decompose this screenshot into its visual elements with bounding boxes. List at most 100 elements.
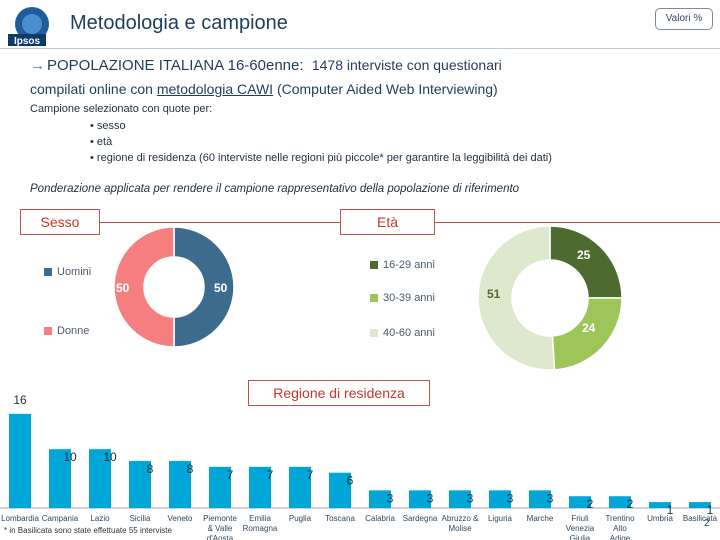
bar-value-label: 3	[507, 491, 514, 505]
category-label: Veneto	[168, 514, 193, 523]
category-label: Abruzzo &	[442, 514, 480, 523]
bar-value-label: 3	[427, 491, 434, 505]
category-label: Romagna	[243, 524, 278, 533]
bar	[649, 502, 671, 508]
category-label: d'Aosta	[207, 534, 234, 540]
category-label: Calabria	[365, 514, 395, 523]
method-line: compilati online con metodologia CAWI (C…	[30, 81, 498, 97]
legend-swatch	[44, 327, 52, 335]
bar	[369, 490, 391, 508]
category-label: Umbria	[647, 514, 673, 523]
bar-value-label: 3	[387, 491, 394, 505]
category-label: Campania	[42, 514, 79, 523]
donut-slice-16-29	[549, 225, 623, 299]
bar	[249, 466, 271, 508]
bar	[409, 490, 431, 508]
bar	[129, 460, 151, 508]
region-bar-chart: 16Lombardia10Campania10Lazio8Sicilia8Ven…	[0, 393, 720, 540]
ipsos-logo: Ipsos	[6, 4, 52, 48]
category-label: Trentino	[605, 514, 635, 523]
bar-value-label: 3	[547, 491, 554, 505]
bar-value-label: 1	[707, 503, 714, 517]
method-suffix: (Computer Aided Web Interviewing)	[276, 81, 498, 97]
bar-value-label: 7	[227, 468, 234, 482]
category-label: Marche	[527, 514, 554, 523]
category-label: Venezia	[566, 524, 595, 533]
donut-slice-40-60	[477, 225, 556, 371]
bar-value-label: 16	[13, 393, 27, 407]
bar	[569, 496, 591, 508]
bar-value-label: 8	[187, 462, 194, 476]
bar	[209, 466, 231, 508]
sesso-donut-chart	[113, 226, 235, 348]
section-divider	[100, 222, 340, 223]
bar-value-label: 6	[347, 474, 354, 488]
footnote: * in Basilicata sono state effettuate 55…	[4, 526, 172, 535]
legend-uomini: Uomini	[44, 266, 91, 278]
page-title: Metodologia e campione	[70, 12, 288, 34]
bar	[169, 460, 191, 508]
bar-value-label: 1	[667, 503, 674, 517]
category-label: Lombardia	[1, 514, 39, 523]
legend-swatch	[370, 294, 378, 302]
category-label: Sicilia	[130, 514, 151, 523]
bar-value-label: 3	[467, 491, 474, 505]
population-label: POPOLAZIONE ITALIANA 16-60enne:	[47, 57, 304, 74]
legend-label: 40-60 anni	[383, 327, 435, 339]
bar-value-label: 7	[267, 468, 274, 482]
category-label: Lazio	[90, 514, 110, 523]
donut-slice-donne	[113, 226, 175, 348]
sesso-section-title: Sesso	[20, 209, 100, 235]
quota-item: regione di residenza (60 interviste nell…	[90, 150, 552, 166]
category-label: Emilia	[249, 514, 271, 523]
legend-label: Donne	[57, 325, 90, 337]
bar	[9, 413, 31, 508]
bar	[689, 502, 711, 508]
category-label: Sardegna	[403, 514, 438, 523]
bar-value-label: 2	[587, 497, 594, 511]
quota-item: sesso	[90, 118, 552, 134]
legend-label: 16-29 anni	[383, 259, 435, 271]
donut-slice-uomini	[173, 226, 235, 348]
legend-swatch	[370, 261, 378, 269]
region-section-title: Regione di residenza	[248, 380, 430, 406]
arrow-right-icon: →	[30, 57, 45, 74]
sesso-value-uomini: 50	[214, 281, 228, 295]
category-label: Toscana	[325, 514, 355, 523]
section-divider	[435, 222, 720, 223]
legend-swatch	[44, 268, 52, 276]
bar	[489, 490, 511, 508]
eta-value-30-39: 24	[582, 321, 596, 335]
legend-donne: Donne	[44, 325, 89, 337]
bar-value-label: 8	[147, 462, 154, 476]
bar	[89, 449, 111, 508]
bar	[289, 466, 311, 508]
category-label: Giulia	[570, 534, 591, 540]
eta-value-40-60: 51	[487, 287, 501, 301]
values-unit-badge: Valori %	[655, 8, 713, 30]
quota-heading: Campione selezionato con quote per:	[30, 103, 213, 115]
bar	[529, 490, 551, 508]
bar-value-label: 7	[307, 468, 314, 482]
category-label: Molise	[448, 524, 472, 533]
eta-donut-chart	[477, 225, 623, 371]
eta-section-title: Età	[340, 209, 435, 235]
legend-label: 30-39 anni	[383, 292, 435, 304]
interviews-count: 1478 interviste con questionari	[311, 57, 502, 73]
category-label: Liguria	[488, 514, 513, 523]
bar	[449, 490, 471, 508]
bar-value-label: 10	[63, 450, 77, 464]
title-divider	[0, 48, 720, 49]
legend-label: Uomini	[57, 266, 92, 278]
category-label: Piemonte	[203, 514, 237, 523]
bar-value-label: 10	[103, 450, 117, 464]
method-prefix: compilati online con	[30, 81, 153, 97]
population-line: → POPOLAZIONE ITALIANA 16-60enne: 1478 in…	[30, 57, 502, 74]
quota-list: sesso età regione di residenza (60 inter…	[90, 118, 552, 166]
sesso-value-donne: 50	[116, 281, 130, 295]
legend-swatch	[370, 329, 378, 337]
eta-value-16-29: 25	[577, 248, 591, 262]
category-label: Adige	[610, 534, 631, 540]
page-number: 2	[704, 518, 710, 529]
category-label: Puglia	[289, 514, 312, 523]
